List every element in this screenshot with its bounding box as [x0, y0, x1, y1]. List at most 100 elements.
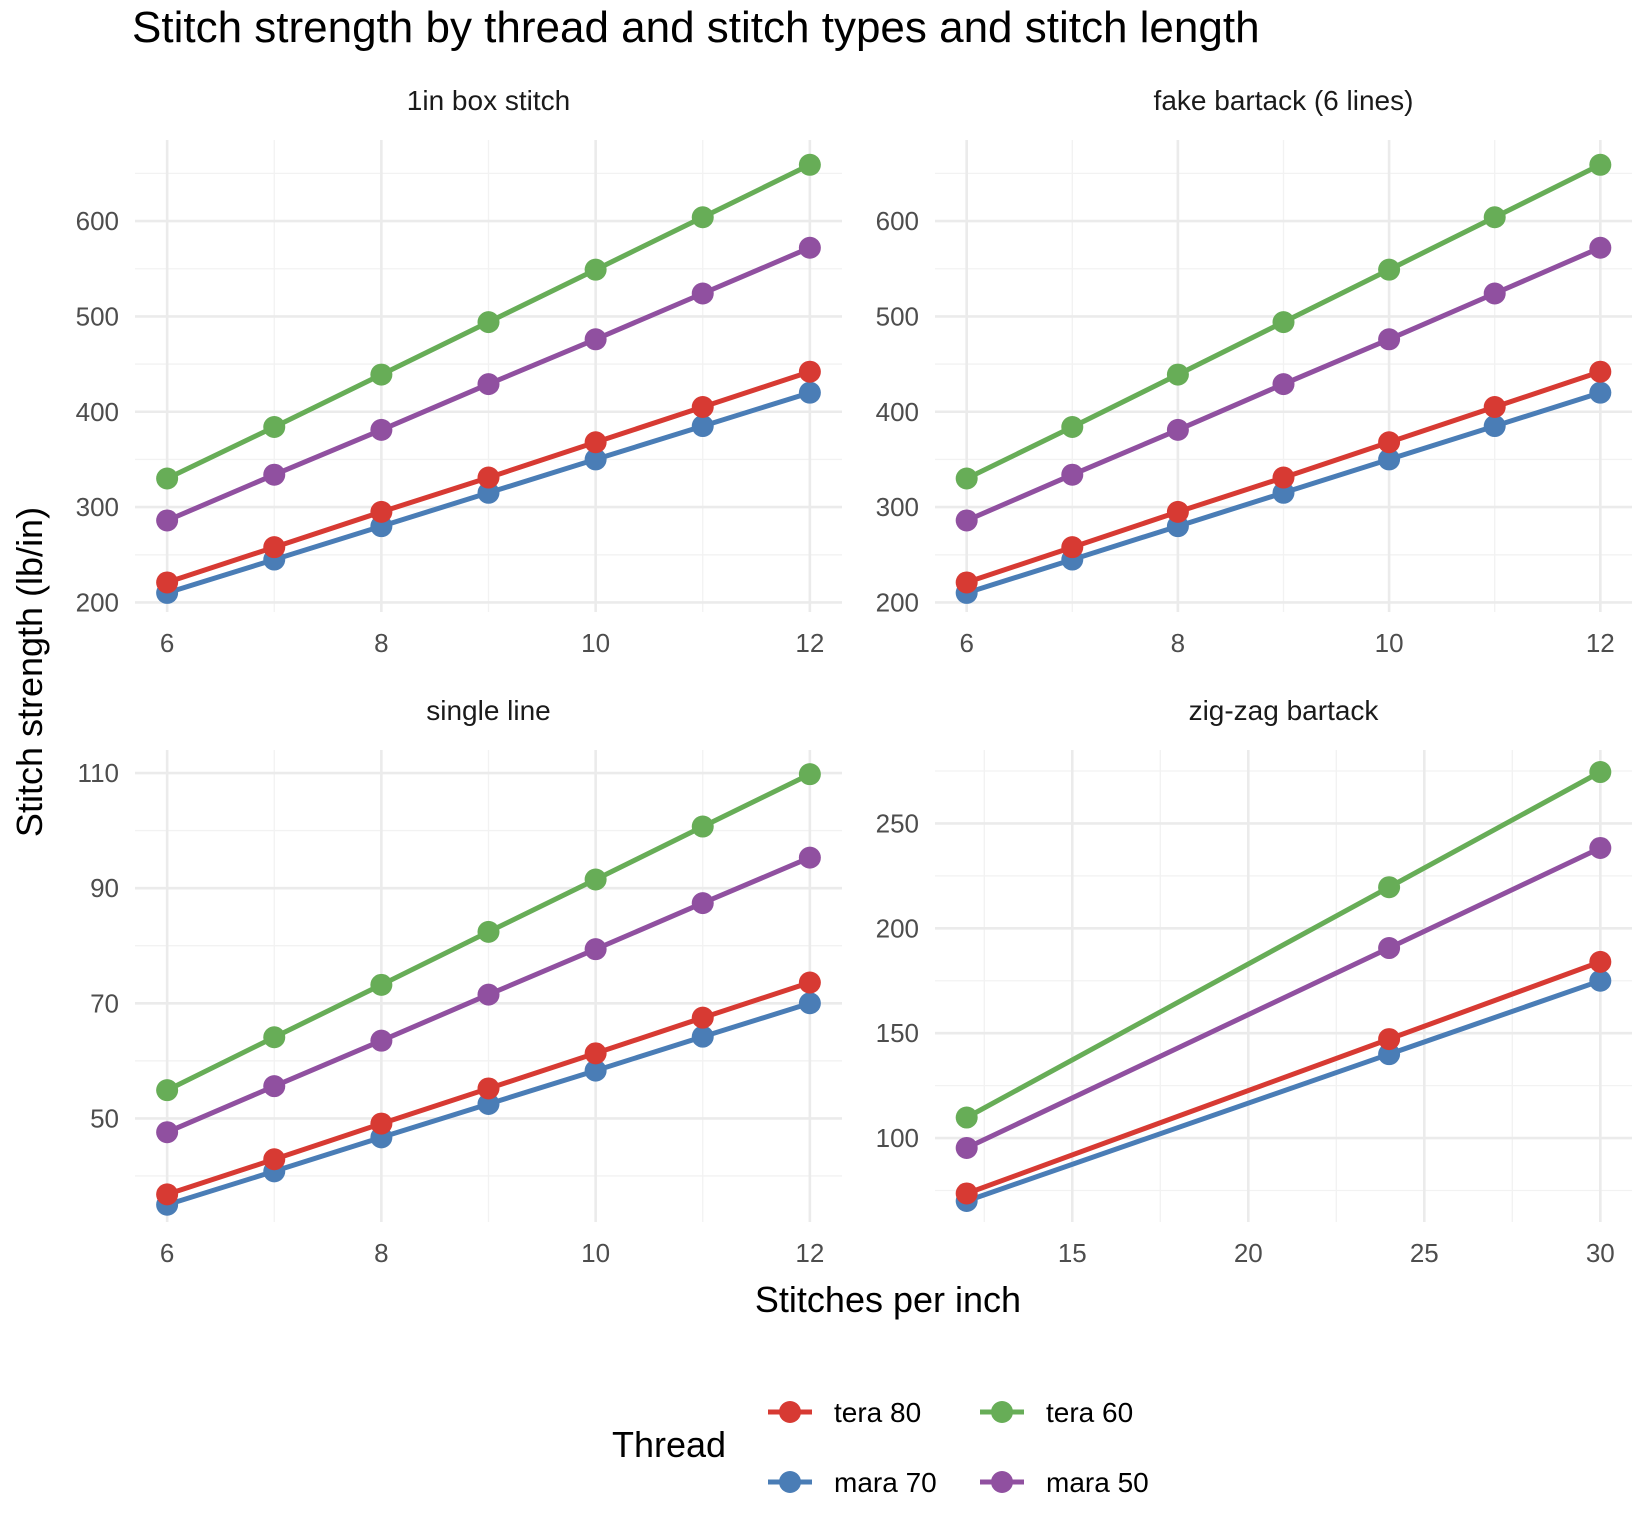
data-point-tera-80 — [156, 571, 179, 594]
y-tick-label: 70 — [90, 988, 119, 1018]
data-point-tera-80 — [798, 360, 821, 383]
data-point-mara-70 — [477, 1093, 500, 1115]
data-point-tera-60 — [1378, 876, 1401, 899]
data-point-mara-70 — [584, 448, 607, 471]
legend-label-tera-60: tera 60 — [1046, 1397, 1133, 1428]
data-point-tera-80 — [370, 500, 393, 523]
data-point-tera-80 — [1272, 466, 1295, 489]
data-point-tera-80 — [477, 1077, 500, 1100]
data-point-mara-70 — [477, 481, 500, 504]
data-point-mara-50 — [798, 236, 821, 259]
y-axis-title: Stitch strength (lb/in) — [9, 507, 50, 837]
data-point-mara-50 — [584, 328, 607, 351]
data-point-tera-60 — [263, 1026, 286, 1049]
data-point-tera-80 — [156, 1183, 179, 1206]
data-point-tera-60 — [156, 1079, 179, 1102]
data-point-mara-50 — [955, 509, 978, 532]
data-point-tera-60 — [691, 206, 714, 229]
y-tick-label: 200 — [876, 587, 919, 617]
y-tick-label: 300 — [876, 492, 919, 522]
data-point-mara-70 — [1589, 969, 1612, 992]
facet-zig-zag-bartack: zig-zag bartack 15 20 25 30 100 150 200 250 — [876, 695, 1632, 1268]
data-point-mara-70 — [1378, 1043, 1401, 1066]
data-point-tera-60 — [798, 763, 821, 786]
data-point-mara-50 — [1166, 418, 1189, 441]
data-point-mara-70 — [691, 1025, 714, 1048]
data-point-mara-70 — [1378, 448, 1401, 471]
legend-label-mara-50: mara 50 — [1046, 1467, 1149, 1498]
data-point-tera-80 — [798, 971, 821, 994]
legend-key-tera-60 — [980, 1401, 1024, 1423]
facet-1in-box-stitch: 1in box stitch 6 8 10 12 200 300 400 500 600 — [76, 85, 842, 658]
data-point-tera-80 — [477, 466, 500, 489]
data-point-tera-80 — [1589, 950, 1612, 973]
facet-single-line: single line 6 8 10 12 50 70 90 110 — [78, 695, 842, 1268]
data-point-tera-60 — [1061, 416, 1084, 439]
data-point-tera-60 — [955, 467, 978, 490]
data-point-tera-60 — [1166, 363, 1189, 386]
x-tick-label: 10 — [1375, 628, 1404, 658]
legend-label-tera-80: tera 80 — [834, 1397, 921, 1428]
data-point-mara-50 — [1589, 836, 1612, 859]
facet-fake-bartack-6-lines: fake bartack (6 lines) 6 8 10 12 200 300 400 500… — [876, 85, 1632, 658]
legend-title: Thread — [612, 1424, 726, 1465]
legend-key-mara-70 — [768, 1471, 812, 1493]
x-tick-label: 6 — [160, 628, 174, 658]
x-tick-label: 12 — [1586, 628, 1615, 658]
data-point-mara-50 — [691, 892, 714, 915]
x-tick-label: 20 — [1234, 1238, 1263, 1268]
data-point-tera-60 — [584, 258, 607, 281]
data-point-tera-80 — [955, 1182, 978, 1205]
data-point-tera-80 — [691, 395, 714, 418]
legend-dot — [779, 1401, 801, 1423]
y-tick-label: 90 — [90, 873, 119, 903]
data-point-mara-70 — [584, 1059, 607, 1082]
legend-key-tera-80 — [768, 1401, 812, 1423]
data-point-tera-60 — [477, 920, 500, 943]
x-tick-label: 30 — [1586, 1238, 1615, 1268]
data-point-tera-60 — [1483, 206, 1506, 229]
data-point-tera-60 — [798, 153, 821, 176]
y-tick-label: 150 — [876, 1018, 919, 1048]
x-tick-label: 12 — [795, 628, 824, 658]
data-point-mara-50 — [1378, 937, 1401, 960]
y-tick-label: 200 — [876, 913, 919, 943]
y-tick-label: 400 — [876, 397, 919, 427]
y-tick-label: 100 — [876, 1123, 919, 1153]
data-point-tera-80 — [1483, 395, 1506, 418]
x-tick-label: 8 — [374, 1238, 388, 1268]
data-point-mara-50 — [156, 509, 179, 532]
data-point-tera-80 — [955, 571, 978, 594]
data-point-mara-70 — [1589, 381, 1612, 404]
data-point-mara-50 — [1483, 282, 1506, 305]
y-tick-label: 200 — [76, 587, 119, 617]
y-tick-label: 110 — [78, 758, 119, 788]
data-point-mara-50 — [370, 418, 393, 441]
x-tick-label: 25 — [1410, 1238, 1439, 1268]
y-tick-label: 500 — [76, 301, 119, 331]
data-point-tera-80 — [370, 1112, 393, 1135]
data-point-tera-80 — [1061, 536, 1084, 559]
data-point-tera-60 — [477, 311, 500, 334]
y-tick-label: 600 — [876, 206, 919, 236]
y-tick-label: 50 — [90, 1103, 119, 1133]
y-tick-label: 500 — [876, 301, 919, 331]
chart-title: Stitch strength by thread and stitch typ… — [132, 3, 1260, 52]
x-tick-label: 6 — [160, 1238, 174, 1268]
data-point-tera-60 — [1378, 258, 1401, 281]
data-point-mara-50 — [691, 282, 714, 305]
legend-label-mara-70: mara 70 — [834, 1467, 937, 1498]
data-point-tera-60 — [370, 973, 393, 996]
data-point-tera-80 — [1378, 1028, 1401, 1051]
data-point-mara-50 — [1589, 236, 1612, 259]
facet-title: single line — [426, 695, 551, 726]
data-point-tera-80 — [263, 1148, 286, 1171]
y-tick-label: 300 — [76, 492, 119, 522]
data-point-tera-60 — [584, 868, 607, 891]
data-point-mara-50 — [477, 373, 500, 396]
x-axis-title: Stitches per inch — [755, 1279, 1021, 1320]
legend-dot — [991, 1471, 1013, 1493]
facet-title: fake bartack (6 lines) — [1154, 85, 1414, 116]
